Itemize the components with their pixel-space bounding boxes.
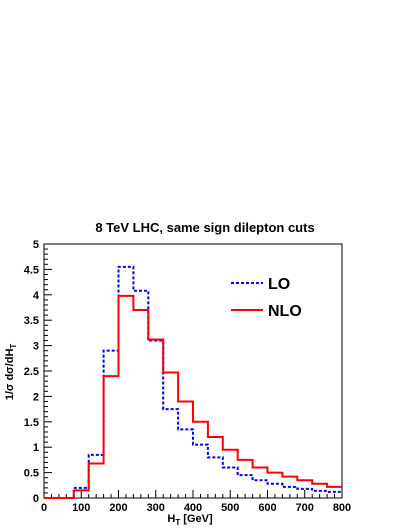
y-tick-label: 3.5 [24,315,39,327]
x-tick-label: 100 [72,502,90,514]
x-axis-label-rest: [GeV] [180,513,213,525]
y-tick-label: 0.5 [24,468,39,480]
y-axis-label-subscript: T [9,344,18,349]
x-tick-label: 200 [109,502,127,514]
x-axis-label-subscript: T [175,518,180,527]
y-tick-label: 4.5 [24,264,39,276]
y-tick-label: 5 [33,239,39,251]
x-tick-label: 800 [333,502,351,514]
x-tick-label: 0 [41,502,47,514]
legend-label-lo: LO [268,276,290,293]
y-tick-label: 3 [33,341,39,353]
chart-title: 8 TeV LHC, same sign dilepton cuts [95,220,314,235]
y-tick-label: 4 [33,290,40,302]
x-tick-label: 300 [147,502,165,514]
y-tick-label: 0 [33,493,39,505]
x-tick-label: 400 [184,502,202,514]
x-tick-label: 500 [221,502,239,514]
x-tick-label: 700 [296,502,314,514]
y-tick-label: 1.5 [24,417,39,429]
plot-area: 0 0.5 1 1.5 2 2.5 3 3.5 4 4.5 5 0 100 200 300 400 500 600… [4,239,351,527]
y-axis-label: 1/σ dσ/dHT [4,344,18,401]
y-tick-label: 2 [33,391,39,403]
x-tick-label: 600 [258,502,276,514]
y-tick-label: 1 [33,442,39,454]
x-axis-label: HT [GeV] [167,513,213,527]
legend-label-nlo: NLO [268,303,302,320]
series-nlo-line [44,294,342,499]
y-tick-label: 2.5 [24,366,39,378]
